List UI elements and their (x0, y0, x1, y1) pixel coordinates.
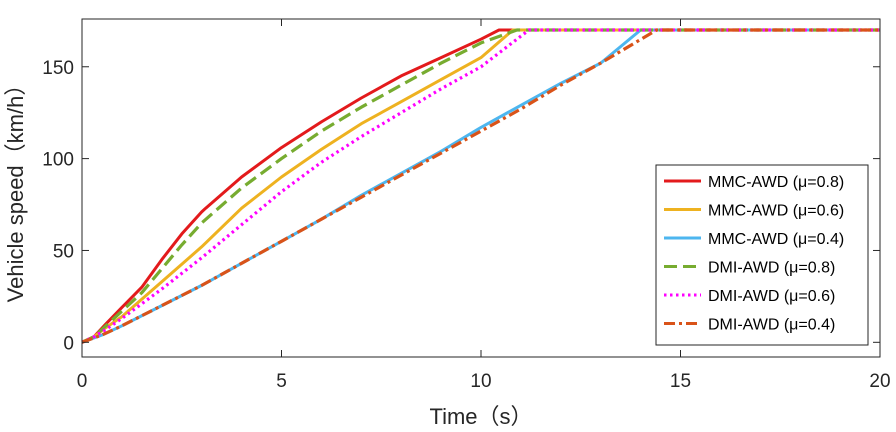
x-tick-label: 0 (77, 371, 88, 392)
legend: MMC-AWD (μ=0.8) MMC-AWD (μ=0.6) MMC-AWD (μ… (655, 164, 869, 346)
legend-box (655, 164, 869, 346)
legend-label: MMC-AWD (μ=0.4) (708, 231, 844, 248)
legend-label: MMC-AWD (μ=0.8) (708, 174, 844, 191)
x-tick-label: 5 (276, 371, 287, 392)
x-tick-label: 20 (869, 371, 890, 392)
legend-label: MMC-AWD (μ=0.6) (708, 203, 844, 220)
series-layer (81, 28, 880, 344)
x-tick-label: 10 (470, 371, 491, 392)
x-tick-label: 15 (670, 371, 691, 392)
y-tick-label: 50 (53, 241, 74, 262)
ticks-layer: 0 5 10 15 20 0 50 100 150 (42, 19, 891, 392)
series-line-2 (81, 28, 880, 344)
x-axis-title: Time（s） (429, 404, 532, 429)
series-line-4 (81, 28, 880, 344)
y-axis-title: Vehicle speed（km/h） (3, 74, 28, 303)
y-tick-label: 150 (42, 58, 74, 79)
series-line-6 (81, 28, 880, 344)
y-tick-label: 0 (63, 333, 74, 354)
legend-label: DMI-AWD (μ=0.4) (708, 317, 835, 334)
series-line-1 (81, 28, 880, 344)
legend-label: DMI-AWD (μ=0.6) (708, 288, 835, 305)
y-tick-label: 100 (42, 150, 74, 171)
legend-label: DMI-AWD (μ=0.8) (708, 260, 835, 277)
